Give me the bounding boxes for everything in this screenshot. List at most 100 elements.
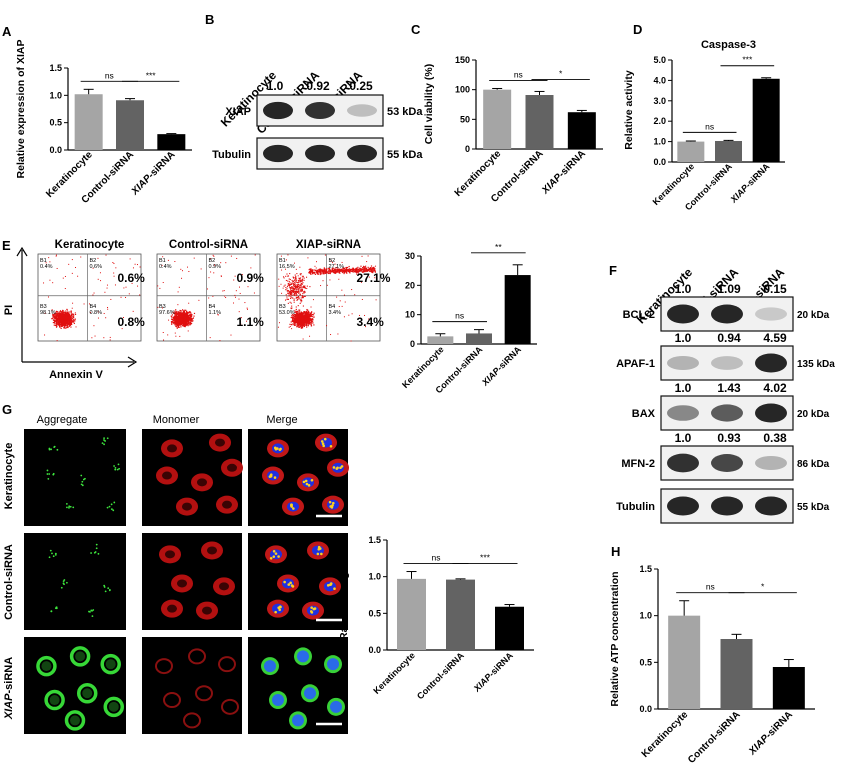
dot	[293, 284, 295, 286]
dot	[295, 297, 297, 299]
dot	[189, 314, 191, 316]
dot	[311, 270, 313, 272]
density-value: 0.92	[306, 79, 330, 93]
dot	[58, 320, 60, 322]
dot	[314, 272, 316, 274]
density-value: 0.25	[349, 79, 373, 93]
dot	[336, 271, 339, 273]
dot	[77, 275, 79, 277]
y-tick-label: 1.0	[49, 90, 62, 100]
dot	[296, 321, 299, 324]
dot	[309, 268, 312, 271]
dot	[62, 319, 64, 321]
band	[347, 104, 377, 117]
dot	[65, 327, 67, 329]
dot	[297, 319, 299, 321]
dot	[55, 315, 57, 317]
density-value: 1.0	[267, 79, 284, 93]
dot	[68, 322, 71, 324]
dot	[175, 325, 177, 327]
group-label-rest: -siRNA	[743, 161, 772, 190]
dot	[323, 268, 325, 270]
density-value: 0.15	[763, 282, 787, 296]
dot	[313, 312, 315, 314]
aggregate-spot	[48, 556, 51, 559]
dot	[89, 311, 91, 313]
dot	[301, 297, 304, 299]
dot	[75, 267, 77, 269]
aggregate-spot	[54, 553, 57, 556]
dot	[329, 272, 331, 274]
dot	[309, 322, 311, 325]
x-tick-label: Keratinocyte	[371, 650, 417, 696]
dot	[182, 320, 184, 323]
dot	[64, 311, 66, 314]
dot	[296, 287, 298, 289]
dot	[182, 310, 184, 312]
dot	[294, 320, 296, 322]
aggregate-spot	[116, 468, 119, 471]
panel-letter-g: G	[2, 402, 12, 417]
dot	[307, 315, 309, 317]
dot	[328, 271, 330, 273]
dot	[66, 320, 68, 323]
flow-cytometry-e: KeratinocyteB10.4%B20.6%B398.1%B40.8%0.6…	[3, 239, 391, 381]
dot	[65, 312, 67, 315]
dot	[364, 266, 366, 268]
dot	[107, 306, 109, 308]
dot	[299, 319, 301, 321]
dot	[178, 286, 180, 288]
dot	[295, 284, 297, 286]
dot	[171, 316, 173, 318]
gate-name: B1	[279, 258, 286, 264]
dot	[59, 320, 61, 322]
dot	[288, 290, 290, 292]
blot-row	[660, 296, 794, 332]
dot	[288, 278, 290, 280]
dot	[66, 309, 68, 311]
dot	[177, 312, 180, 314]
dot	[363, 267, 365, 269]
dot	[63, 322, 65, 324]
dot	[300, 317, 303, 319]
y-tick-label: 0.5	[639, 657, 652, 667]
dot	[355, 269, 357, 271]
band	[711, 304, 743, 324]
dot	[184, 320, 186, 322]
dot	[318, 271, 321, 273]
dot	[189, 324, 191, 326]
dot	[234, 294, 236, 296]
bar	[668, 615, 701, 709]
dot	[183, 316, 185, 318]
dot	[113, 272, 115, 274]
dot	[179, 324, 181, 326]
dot	[296, 273, 298, 275]
dot	[350, 270, 352, 272]
dot	[323, 271, 326, 273]
y-tick-label: 0	[465, 144, 470, 154]
dot	[65, 318, 67, 320]
aggregate-spot	[88, 610, 90, 613]
merge-spot	[313, 607, 317, 610]
band	[755, 307, 787, 321]
dot	[67, 314, 69, 316]
dot	[69, 324, 71, 326]
dot	[182, 311, 185, 313]
aggregate-spot	[46, 473, 49, 475]
aggregate-spot	[72, 506, 75, 509]
dot	[312, 272, 314, 275]
merge-spot	[273, 446, 277, 450]
dot	[292, 314, 294, 316]
dot	[48, 257, 50, 259]
dot	[353, 268, 355, 270]
dot	[60, 321, 62, 323]
dot	[307, 317, 309, 319]
dot	[374, 277, 376, 279]
dot	[186, 317, 188, 319]
dot	[302, 305, 304, 307]
dot	[278, 278, 280, 280]
dot	[219, 340, 221, 342]
dot	[176, 313, 178, 315]
dot	[363, 270, 365, 272]
aggregate-spot	[114, 468, 117, 471]
